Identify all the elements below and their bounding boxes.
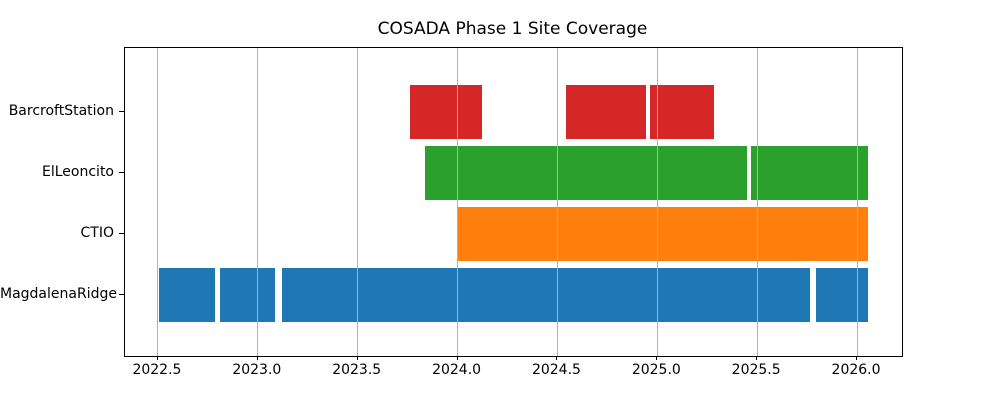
y-tick-label-ElLeoncito: ElLeoncito xyxy=(42,163,114,180)
plot-area xyxy=(124,47,903,357)
x-tick-label: 2024.0 xyxy=(432,362,482,378)
bar-segment-BarcroftStation-3 xyxy=(650,84,715,139)
x-tick-mark-2022.5 xyxy=(156,356,158,360)
x-tick-label: 2022.5 xyxy=(132,362,182,378)
x-tick-label: 2023.5 xyxy=(332,362,382,378)
x-gridline-2026.0 xyxy=(856,48,858,356)
x-tick-mark-2023.0 xyxy=(256,356,258,360)
y-tick-mark-ElLeoncito xyxy=(119,171,124,173)
x-tick-mark-2026.0 xyxy=(856,356,858,360)
x-tick-label: 2024.5 xyxy=(531,362,581,378)
x-gridline-2024.0 xyxy=(457,48,459,356)
bar-segment-BarcroftStation-2 xyxy=(566,84,647,139)
x-tick-label: 2025.5 xyxy=(731,362,781,378)
bar-segment-MagdalenaRidge-2 xyxy=(219,268,275,323)
y-tick-mark-BarcroftStation xyxy=(119,110,124,112)
x-gridline-2023.5 xyxy=(357,48,359,356)
x-tick-mark-2025.5 xyxy=(756,356,758,360)
x-tick-mark-2023.5 xyxy=(356,356,358,360)
y-tick-label-CTIO: CTIO xyxy=(80,224,114,241)
bar-segment-MagdalenaRidge-4 xyxy=(816,268,869,323)
x-gridline-2023.0 xyxy=(257,48,259,356)
x-tick-mark-2025.0 xyxy=(656,356,658,360)
y-tick-label-BarcroftStation: BarcroftStation xyxy=(8,102,114,119)
x-gridline-2025.0 xyxy=(656,48,658,356)
bar-segment-BarcroftStation-1 xyxy=(409,84,482,139)
x-gridline-2022.5 xyxy=(157,48,159,356)
x-tick-label: 2026.0 xyxy=(831,362,881,378)
y-tick-mark-MagdalenaRidge xyxy=(119,294,124,296)
x-gridline-2025.5 xyxy=(756,48,758,356)
bar-segment-ElLeoncito-2 xyxy=(751,145,869,200)
x-tick-label: 2023.0 xyxy=(232,362,282,378)
y-tick-mark-CTIO xyxy=(119,232,124,234)
x-tick-mark-2024.5 xyxy=(556,356,558,360)
x-tick-mark-2024.0 xyxy=(456,356,458,360)
y-tick-label-MagdalenaRidge: MagdalenaRidge xyxy=(0,286,117,303)
bar-segment-MagdalenaRidge-3 xyxy=(281,268,811,323)
x-tick-label: 2025.0 xyxy=(631,362,681,378)
bar-segment-MagdalenaRidge-1 xyxy=(158,268,215,323)
bar-segment-ElLeoncito-1 xyxy=(424,145,748,200)
chart-title: COSADA Phase 1 Site Coverage xyxy=(377,19,648,39)
bar-segment-CTIO-1 xyxy=(456,206,869,261)
x-gridline-2024.5 xyxy=(556,48,558,356)
